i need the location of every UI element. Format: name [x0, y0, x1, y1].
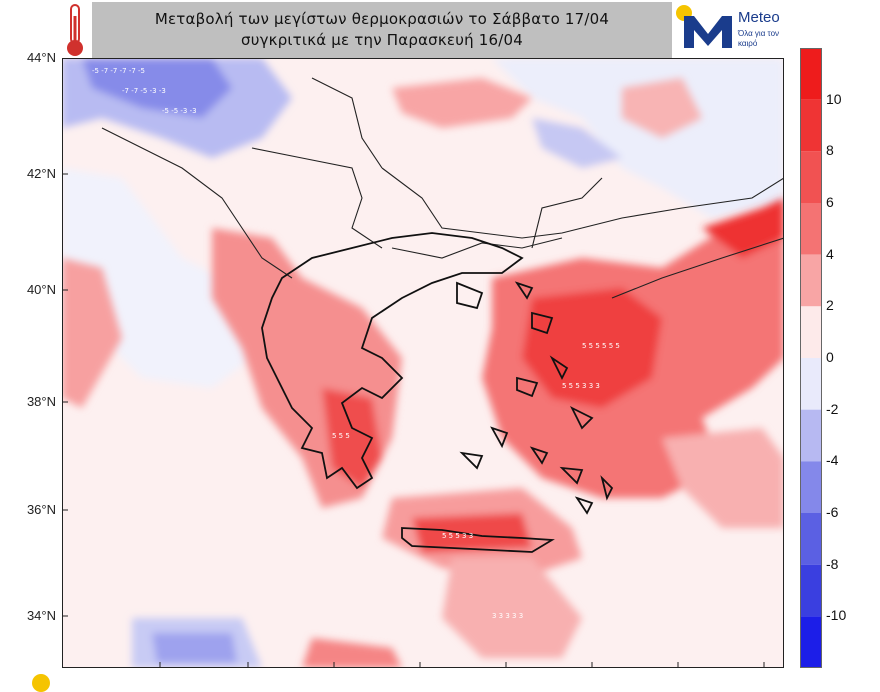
colorbar-bin: [800, 409, 822, 462]
colorbar-bin: [800, 254, 822, 307]
logo-tagline: Όλα για τον καιρό: [738, 29, 780, 48]
map-title-banner: Μεταβολή των μεγίστων θερμοκρασιών το Σά…: [92, 2, 672, 58]
colorbar-label: 8: [826, 142, 834, 159]
colorbar-label: 4: [826, 245, 834, 262]
colorbar-label: -10: [826, 607, 847, 624]
colorbar-label: 10: [826, 90, 842, 107]
colorbar-bin: [800, 48, 822, 100]
meteo-m-icon: [684, 16, 732, 48]
svg-text:5 5 5: 5 5 5: [332, 432, 350, 440]
temperature-change-map: -5 -7 -7 -7 -7 -5 -7 -7 -5 -3 -3 -5 -5 -…: [62, 58, 784, 668]
colorbar: [800, 48, 822, 668]
colorbar-label: -2: [826, 400, 839, 417]
title-line-1: Μεταβολή των μεγίστων θερμοκρασιών το Σά…: [154, 10, 610, 28]
lat-label-40: 40°N: [26, 282, 56, 297]
svg-text:-5 -7 -7 -7 -7 -5: -5 -7 -7 -7 -7 -5: [92, 67, 145, 75]
colorbar-label: 0: [826, 349, 834, 365]
colorbar-label: 6: [826, 194, 834, 210]
svg-text:3 3 3 3 3: 3 3 3 3 3: [492, 612, 523, 620]
colorbar-bin: [800, 99, 822, 152]
meteo-logo: Meteo Όλα για τον καιρό: [674, 2, 786, 58]
cooling-areas: [62, 58, 784, 668]
lat-label-44: 44°N: [26, 50, 56, 65]
title-line-2: συγκριτικά με την Παρασκευή 16/04: [240, 31, 524, 49]
colorbar-bin: [800, 564, 822, 617]
colorbar-bin: [800, 358, 822, 410]
svg-text:5 5 5 3 3: 5 5 5 3 3: [442, 532, 473, 540]
colorbar-bin: [800, 151, 822, 203]
colorbar-label: -6: [826, 504, 839, 520]
colorbar-bin: [800, 306, 822, 358]
colorbar-label: -4: [826, 452, 839, 469]
svg-text:-5 -5 -3 -3: -5 -5 -3 -3: [162, 107, 197, 115]
lat-label-36: 36°N: [26, 502, 56, 517]
colorbar-label: 2: [826, 297, 834, 314]
sun-icon-corner: [32, 674, 50, 692]
colorbar-bin: [800, 616, 822, 668]
colorbar-label: -8: [826, 555, 839, 572]
colorbar-bin: [800, 461, 822, 513]
thermometer-icon: [67, 4, 83, 56]
logo-brand: Meteo: [738, 9, 780, 26]
lat-label-42: 42°N: [26, 166, 56, 181]
map-frame: [62, 58, 784, 668]
colorbar-bin: [800, 203, 822, 255]
greece-coastline: [261, 232, 614, 553]
colorbar-bin: [800, 513, 822, 565]
warming-areas: [62, 78, 784, 668]
svg-text:-7 -7 -5 -3 -3: -7 -7 -5 -3 -3: [122, 87, 166, 95]
svg-text:5 5 5 3 3 3: 5 5 5 3 3 3: [562, 382, 600, 390]
contour-labels: -5 -7 -7 -7 -7 -5 -7 -7 -5 -3 -3 -5 -5 -…: [92, 67, 620, 620]
borders: [101, 77, 784, 299]
lat-label-38: 38°N: [26, 394, 56, 409]
svg-text:5 5 5 5 5 5: 5 5 5 5 5 5: [582, 342, 620, 350]
lat-label-34: 34°N: [26, 608, 56, 623]
